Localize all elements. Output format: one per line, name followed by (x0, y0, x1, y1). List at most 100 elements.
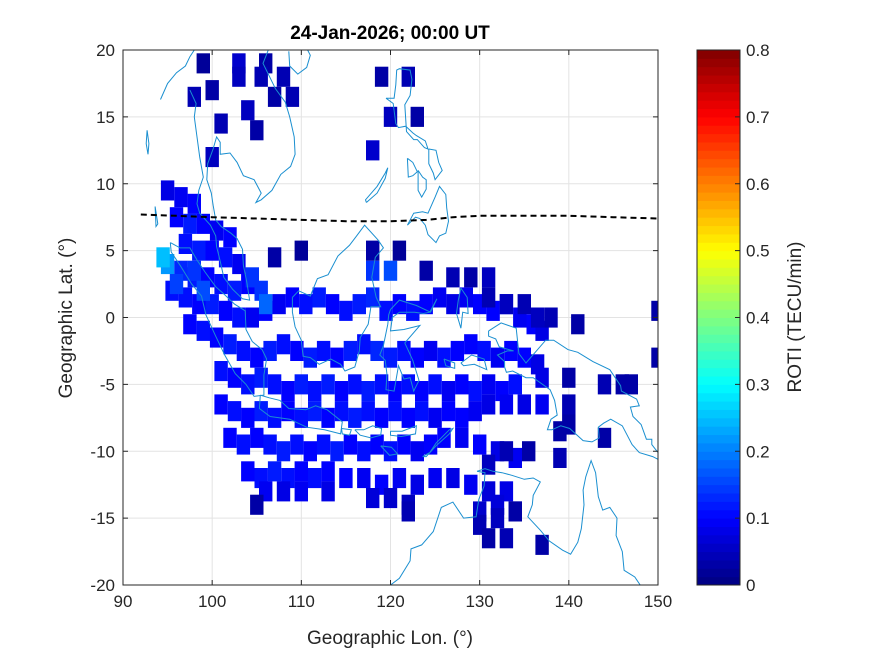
roti-cell (553, 447, 567, 468)
y-tick-label: 20 (96, 41, 115, 60)
colorbar-segment (697, 467, 740, 477)
roti-cell (397, 434, 411, 455)
roti-cell (522, 441, 536, 462)
y-axis-label: Geographic Lat. (°) (56, 238, 77, 399)
roti-cell (415, 381, 429, 402)
colorbar-segment (697, 158, 740, 168)
coastline (390, 470, 486, 585)
colorbar-segment (697, 133, 740, 143)
colorbar-segment (697, 518, 740, 527)
colorbar-segment (697, 116, 740, 126)
roti-cell (294, 461, 308, 482)
roti-cell (544, 307, 558, 328)
roti-cell (196, 213, 210, 234)
x-tick-label: 130 (465, 592, 493, 611)
colorbar-segment (697, 376, 740, 385)
roti-cell (276, 481, 291, 502)
roti-cell (316, 434, 331, 455)
roti-cell (254, 401, 268, 422)
y-tick-label: 5 (106, 242, 115, 261)
roti-cell (499, 394, 514, 415)
coastline (169, 242, 268, 397)
roti-cell (156, 247, 170, 268)
colorbar-segment (697, 317, 740, 327)
coastline (390, 425, 417, 438)
colorbar-segment (697, 426, 740, 436)
colorbar-segment (697, 267, 740, 277)
roti-cell (535, 394, 549, 415)
x-tick-label: 140 (555, 592, 583, 611)
roti-cell (410, 106, 424, 127)
roti-cell (312, 287, 326, 308)
y-tick-label: -5 (100, 375, 115, 394)
roti-cell (499, 294, 514, 315)
colorbar-segment (697, 325, 740, 335)
x-tick-label: 150 (644, 592, 672, 611)
coastline (354, 425, 383, 439)
roti-cell (530, 307, 545, 328)
roti-cell (401, 501, 415, 522)
colorbar-segment (697, 125, 740, 135)
roti-cell (272, 294, 286, 315)
colorbar-segment (697, 576, 740, 586)
roti-cell (428, 407, 442, 428)
chart-title: 24-Jan-2026; 00:00 UT (290, 23, 490, 44)
colorbar-tick-label: 0.1 (746, 509, 770, 528)
roti-cell (450, 340, 465, 361)
roti-cell (517, 394, 531, 415)
colorbar-segment (697, 167, 740, 176)
roti-cell (499, 441, 514, 462)
colorbar-segment (697, 551, 740, 561)
colorbar-segment (697, 334, 740, 344)
x-tick-label: 110 (288, 592, 315, 611)
colorbar-segment (697, 200, 740, 210)
coastline (455, 287, 469, 329)
roti-cell (477, 340, 491, 361)
colorbar-segment (697, 192, 740, 201)
roti-cell (205, 147, 219, 168)
colorbar-segment (697, 275, 740, 285)
roti-cell (241, 374, 255, 395)
colorbar-segment (697, 309, 740, 318)
roti-cell (285, 86, 300, 107)
colorbar-segment (697, 250, 740, 260)
colorbar-segment (697, 409, 740, 419)
x-tick-label: 120 (376, 592, 404, 611)
colorbar-segment (697, 384, 740, 394)
roti-cell (383, 347, 398, 368)
colorbar-segment (697, 217, 740, 227)
roti-cell (562, 394, 576, 415)
roti-cell (464, 474, 478, 495)
roti-cell (245, 307, 259, 328)
roti-cell (406, 300, 420, 321)
roti-cell (415, 401, 429, 422)
colorbar-tick-label: 0.4 (746, 309, 770, 328)
roti-cell (339, 300, 353, 321)
roti-cell (223, 427, 237, 448)
roti-cell (321, 481, 335, 502)
roti-cell (423, 340, 438, 361)
roti-cell (254, 66, 268, 87)
coastline (364, 167, 389, 203)
roti-cell (334, 401, 349, 422)
roti-cell (214, 113, 228, 134)
colorbar-segment (697, 58, 740, 68)
roti-cell (250, 427, 264, 448)
colorbar-ticks: 0 0.1 0.2 0.3 0.4 0.5 0.6 0.7 0.8 (735, 41, 770, 595)
x-axis-label: Geographic Lon. (°) (307, 628, 473, 649)
roti-cell (232, 66, 246, 87)
roti-cell (401, 374, 415, 395)
colorbar-segment (697, 401, 740, 410)
roti-cell (562, 367, 576, 388)
roti-cell (160, 180, 175, 201)
roti-cell (348, 374, 362, 395)
coastline (379, 298, 438, 393)
colorbar-segment (697, 459, 740, 469)
colorbar-segment (697, 501, 740, 511)
roti-cell (517, 347, 531, 368)
roti-cell (481, 394, 496, 415)
coastline (160, 50, 195, 100)
coastline (460, 354, 488, 371)
